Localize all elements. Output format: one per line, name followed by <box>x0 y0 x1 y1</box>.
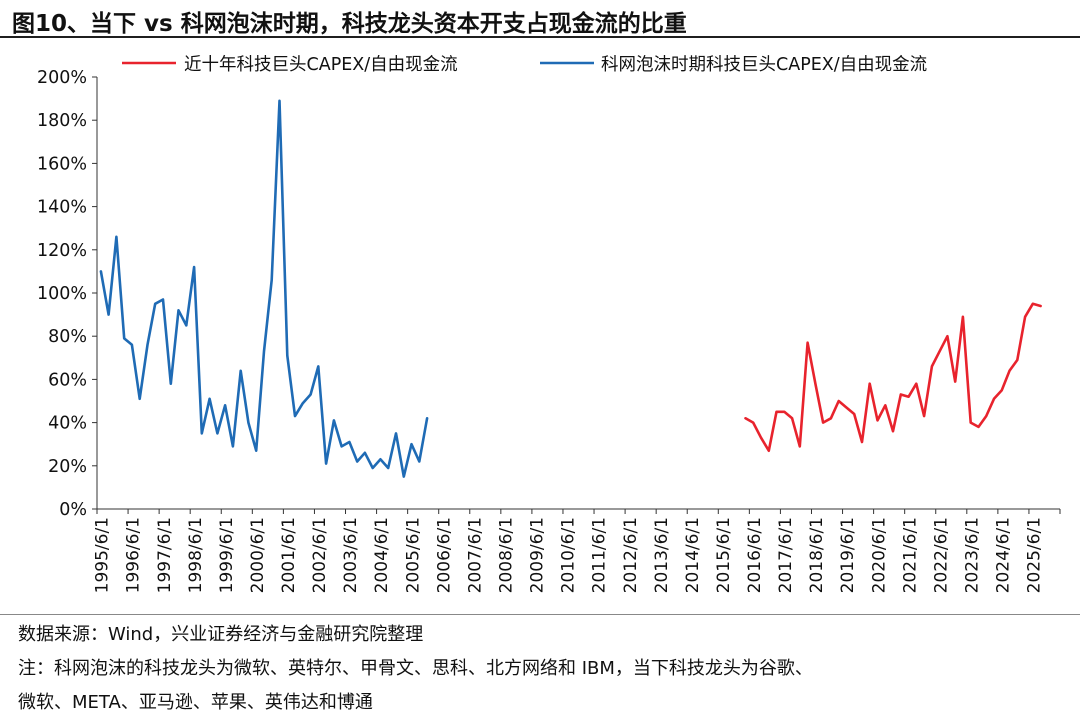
note-line-2: 微软、META、亚马逊、苹果、英伟达和博通 <box>18 692 373 713</box>
y-tick-label: 200% <box>37 68 87 88</box>
source-divider <box>0 614 1080 615</box>
plot-area <box>99 99 1042 478</box>
x-tick-label: 2011/6/1 <box>590 517 610 593</box>
x-tick-label: 2004/6/1 <box>372 517 392 593</box>
y-axis: 0% 20% 40% 60% 80% 100% 120% 140% 160% 180% 200% <box>37 68 98 520</box>
y-tick-label: 160% <box>37 154 87 174</box>
source-text: 数据来源：Wind，兴业证券经济与金融研究院整理 <box>18 624 424 645</box>
x-tick-label: 2009/6/1 <box>528 517 548 593</box>
legend-label-recent: 近十年科技巨头CAPEX/自由现金流 <box>184 55 458 75</box>
x-axis: 1995/6/1 1996/6/1 1997/6/1 1998/6/1 1999/6/1… <box>93 508 1061 593</box>
y-tick-label: 0% <box>59 500 87 520</box>
x-tick-label: 1997/6/1 <box>155 517 175 593</box>
x-tick-label: 2019/6/1 <box>838 517 858 593</box>
x-tick-label: 2017/6/1 <box>776 517 796 593</box>
x-tick-label: 2022/6/1 <box>931 517 951 593</box>
x-tick-label: 2002/6/1 <box>310 517 330 593</box>
x-tick-label: 2025/6/1 <box>1025 517 1045 593</box>
x-tick-label: 2008/6/1 <box>496 517 516 593</box>
series-line-bubble <box>99 99 429 478</box>
y-tick-label: 80% <box>48 327 87 347</box>
legend-item-recent[interactable]: 近十年科技巨头CAPEX/自由现金流 <box>122 55 458 75</box>
figure-title: 图10、当下 vs 科网泡沫时期，科技龙头资本开支占现金流的比重 <box>12 11 687 37</box>
legend-label-bubble: 科网泡沫时期科技巨头CAPEX/自由现金流 <box>601 55 927 75</box>
x-tick-label: 2003/6/1 <box>341 517 361 593</box>
note-line-1: 注：科网泡沫的科技龙头为微软、英特尔、甲骨文、思科、北方网络和 IBM，当下科技… <box>18 658 813 679</box>
y-tick-label: 40% <box>48 414 87 434</box>
x-tick-label: 2000/6/1 <box>248 517 268 593</box>
series-line-recent <box>744 302 1042 453</box>
y-tick-label: 120% <box>37 241 87 261</box>
x-tick-label: 2007/6/1 <box>465 517 485 593</box>
y-tick-label: 180% <box>37 111 87 131</box>
x-tick-label: 2005/6/1 <box>403 517 423 593</box>
x-tick-label: 2014/6/1 <box>683 517 703 593</box>
title-divider <box>0 36 1080 38</box>
x-tick-label: 2024/6/1 <box>994 517 1014 593</box>
x-tick-label: 2015/6/1 <box>714 517 734 593</box>
x-tick-label: 2023/6/1 <box>962 517 982 593</box>
x-tick-label: 2001/6/1 <box>279 517 299 593</box>
x-tick-label: 2013/6/1 <box>652 517 672 593</box>
chart-legend: 近十年科技巨头CAPEX/自由现金流 科网泡沫时期科技巨头CAPEX/自由现金流 <box>122 55 927 75</box>
y-tick-label: 100% <box>37 284 87 304</box>
x-tick-label: 1995/6/1 <box>93 517 113 593</box>
x-tick-label: 2021/6/1 <box>900 517 920 593</box>
x-tick-label: 2010/6/1 <box>559 517 579 593</box>
x-tick-label: 2012/6/1 <box>621 517 641 593</box>
x-tick-label: 2020/6/1 <box>869 517 889 593</box>
y-tick-label: 20% <box>48 457 87 477</box>
y-tick-label: 140% <box>37 198 87 218</box>
y-tick-label: 60% <box>48 370 87 390</box>
x-tick-label: 2016/6/1 <box>745 517 765 593</box>
x-tick-label: 2018/6/1 <box>807 517 827 593</box>
x-tick-label: 1998/6/1 <box>186 517 206 593</box>
x-tick-label: 1999/6/1 <box>217 517 237 593</box>
legend-item-bubble[interactable]: 科网泡沫时期科技巨头CAPEX/自由现金流 <box>540 55 927 75</box>
x-tick-label: 2006/6/1 <box>434 517 454 593</box>
line-chart: 近十年科技巨头CAPEX/自由现金流 科网泡沫时期科技巨头CAPEX/自由现金流… <box>37 55 1061 593</box>
x-tick-label: 1996/6/1 <box>124 517 144 593</box>
